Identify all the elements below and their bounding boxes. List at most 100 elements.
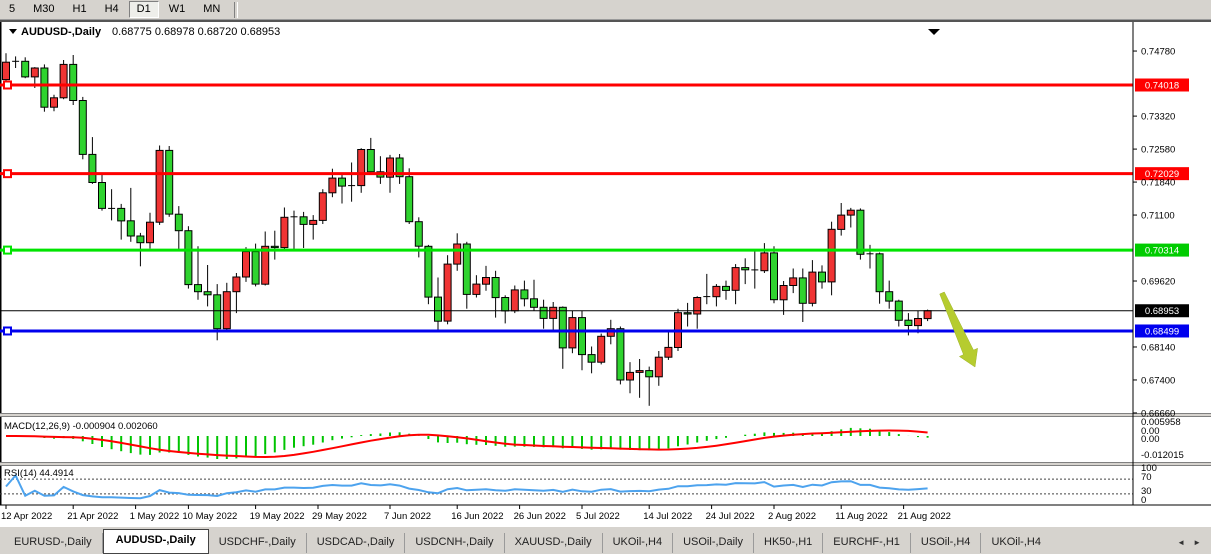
candle-body [473,284,480,294]
date-label: 14 Jul 2022 [643,511,692,522]
date-label: 2 Aug 2022 [768,511,816,522]
h-line-anchor[interactable] [4,247,11,254]
chart-tab-hk50-h1[interactable]: HK50-,H1 [754,533,823,553]
candle-body [857,210,864,254]
y-axis-tick-label: 0.71100 [1141,211,1175,222]
candle-body [243,252,250,277]
candle-body [147,222,154,243]
candle-body [166,150,173,214]
candle-body [175,214,182,231]
candle-body [118,208,125,221]
timeframe-h1[interactable]: H1 [65,1,95,18]
h-line-anchor[interactable] [4,327,11,334]
y-axis-tick-label: 0.67400 [1141,375,1175,386]
candle-body [627,372,634,380]
window-left-border [0,22,2,505]
chart-tab-usoil-daily[interactable]: USOil-,Daily [673,533,754,553]
candle-body [214,295,221,329]
timeframe-5[interactable]: 5 [1,1,23,18]
candle-body [771,253,778,300]
date-label: 19 May 2022 [250,511,305,522]
candle-body [70,64,77,100]
candle-body [809,272,816,303]
candle-body [271,246,278,247]
candle-body [367,150,374,172]
candle-body [559,307,566,348]
chart-tab-eurusd-daily[interactable]: EURUSD-,Daily [4,533,103,553]
timeframe-d1[interactable]: D1 [129,1,159,18]
candle-body [252,252,259,285]
candle-body [569,318,576,348]
macd-axis-label: 0.00 [1141,434,1160,445]
chart-tabs: EURUSD-,DailyAUDUSD-,DailyUSDCHF-,DailyU… [4,529,1051,554]
chart-tab-ukoil-h4[interactable]: UKOil-,H4 [603,533,674,553]
y-axis-tick-label: 0.71840 [1141,178,1175,189]
candle-body [588,355,595,363]
rsi-axis-label: 70 [1141,472,1152,483]
chart-layers [0,20,1211,526]
chart-background [0,20,1211,526]
chart-tab-ukoil-h4[interactable]: UKOil-,H4 [981,533,1051,553]
candle-body [886,292,893,301]
candle-doji [291,216,298,217]
candle-body [204,292,211,295]
h-line-anchor[interactable] [4,82,11,89]
tab-scroll-left-icon[interactable]: ◄ [1177,538,1185,547]
price-tag-label: 0.68499 [1145,326,1179,337]
y-axis-tick-label: 0.73320 [1141,112,1175,123]
candle-body [137,236,144,243]
chart-tab-usdchf-daily[interactable]: USDCHF-,Daily [209,533,307,553]
timeframe-m30[interactable]: M30 [25,1,62,18]
candle-body [617,329,624,380]
candle-body [79,101,86,155]
candle-body [838,215,845,229]
timeframe-toolbar: 5M30H1H4D1W1MN [0,0,1211,20]
chart-tab-eurchf-h1[interactable]: EURCHF-,H1 [823,533,911,553]
date-label: 26 Jun 2022 [514,511,566,522]
y-axis-tick-label: 0.74780 [1141,47,1175,58]
candle-body [310,220,317,224]
window-top-border [0,20,1211,22]
chart-tab-usdcad-daily[interactable]: USDCAD-,Daily [307,533,406,553]
candle-body [847,210,854,215]
h-line-anchor[interactable] [4,170,11,177]
chart-title-symbol: AUDUSD-,Daily [21,26,102,38]
date-label: 21 Apr 2022 [67,511,118,522]
candle-body [415,222,422,247]
candle-body [233,277,240,292]
candle-body [780,286,787,300]
candle-body [425,246,432,297]
candle-body [3,62,10,79]
candle-body [31,68,38,77]
date-label: 1 May 2022 [130,511,180,522]
candle-doji [703,296,710,297]
date-label: 16 Jun 2022 [451,511,503,522]
price-tag-label: 0.68953 [1145,306,1179,317]
candle-body [195,285,202,292]
candle-body [435,297,442,321]
y-axis-tick-label: 0.68140 [1141,342,1175,353]
chart-tab-audusd-daily[interactable]: AUDUSD-,Daily [103,529,209,554]
macd-axis-label: -0.012015 [1141,450,1184,461]
candle-body [492,278,499,298]
candle-body [694,298,701,315]
candle-body [655,357,662,377]
chart-tab-usoil-h4[interactable]: USOil-,H4 [911,533,982,553]
chart-tab-xauusd-daily[interactable]: XAUUSD-,Daily [505,533,603,553]
toolbar-separator [234,2,238,18]
tab-scroll-right-icon[interactable]: ► [1193,538,1201,547]
candle-body [579,318,586,355]
timeframe-mn[interactable]: MN [195,1,228,18]
candle-body [319,193,326,221]
candle-body [185,231,192,285]
chart-tab-usdcnh-daily[interactable]: USDCNH-,Daily [405,533,504,553]
candle-body [799,278,806,303]
candle-body [444,264,451,321]
timeframe-w1[interactable]: W1 [161,1,194,18]
price-chart[interactable]: AUDUSD-,Daily 0.68775 0.68978 0.68720 0.… [0,20,1211,526]
candle-body [99,183,106,209]
date-label: 24 Jul 2022 [706,511,755,522]
candle-body [723,286,730,290]
candle-body [339,178,346,186]
timeframe-h4[interactable]: H4 [97,1,127,18]
